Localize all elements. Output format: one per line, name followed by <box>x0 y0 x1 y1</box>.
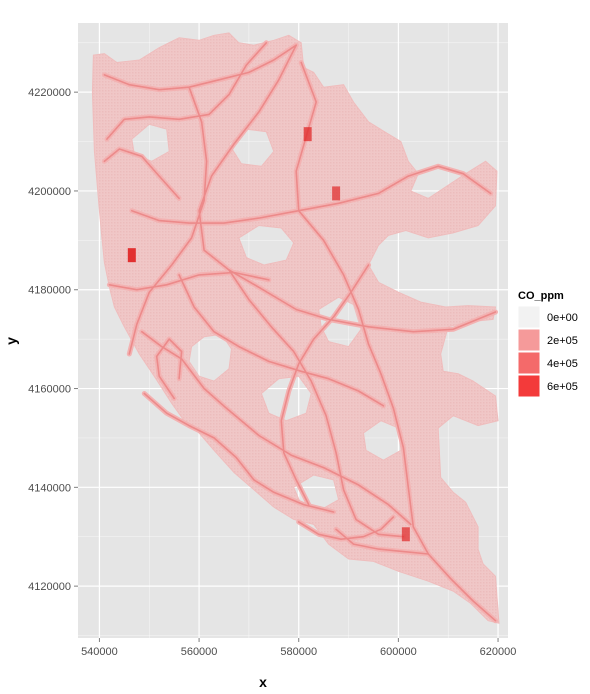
legend-entries: 0e+00 2e+05 4e+05 6e+05 <box>517 305 578 398</box>
road-line <box>131 175 410 224</box>
x-tick-label: 620000 <box>480 646 517 658</box>
road-line <box>295 61 497 622</box>
y-axis-title: y <box>3 337 19 345</box>
hotspot-cell <box>303 127 312 142</box>
road-line <box>178 274 385 407</box>
x-tick-label: 580000 <box>280 646 317 658</box>
x-axis-ticks: 540000 560000 580000 600000 620000 <box>81 638 516 658</box>
road-line <box>103 44 297 91</box>
y-tick-label: 4140000 <box>28 482 71 494</box>
legend-label: 4e+05 <box>547 358 578 370</box>
x-tick-label: 600000 <box>380 646 417 658</box>
legend: CO_ppm 0e+00 2e+05 4e+05 6e+05 <box>517 290 578 398</box>
hotspot-cell <box>401 527 410 542</box>
legend-swatch <box>517 328 541 352</box>
legend-swatch <box>517 351 541 375</box>
road-line <box>407 165 492 195</box>
x-tick-label: 560000 <box>181 646 218 658</box>
y-tick-label: 4120000 <box>28 581 71 593</box>
data-layer <box>91 32 500 624</box>
legend-swatch <box>517 374 541 398</box>
road-line <box>106 42 268 140</box>
legend-swatch <box>517 305 541 329</box>
hotspot-cell <box>332 186 341 201</box>
road-line <box>141 330 412 526</box>
road-line <box>128 86 208 355</box>
legend-label: 0e+00 <box>547 312 578 324</box>
legend-label: 2e+05 <box>547 335 578 347</box>
road-line <box>335 528 430 555</box>
road-line <box>155 338 183 400</box>
road-line <box>280 264 370 506</box>
road-line <box>297 516 395 540</box>
y-axis-ticks: 4120000 4140000 4160000 4180000 4200000 42200… <box>28 87 78 593</box>
y-tick-label: 4220000 <box>28 87 71 99</box>
legend-label: 6e+05 <box>547 381 578 393</box>
road-line <box>143 392 335 513</box>
hotspot-cell <box>127 248 136 263</box>
y-tick-label: 4200000 <box>28 186 71 198</box>
x-tick-label: 540000 <box>81 646 118 658</box>
x-axis-title: x <box>259 674 267 690</box>
road-line <box>228 269 405 538</box>
y-tick-label: 4160000 <box>28 384 71 396</box>
road-line <box>103 148 180 200</box>
y-tick-label: 4180000 <box>28 285 71 297</box>
road-line <box>108 271 270 291</box>
legend-title: CO_ppm <box>518 290 564 302</box>
